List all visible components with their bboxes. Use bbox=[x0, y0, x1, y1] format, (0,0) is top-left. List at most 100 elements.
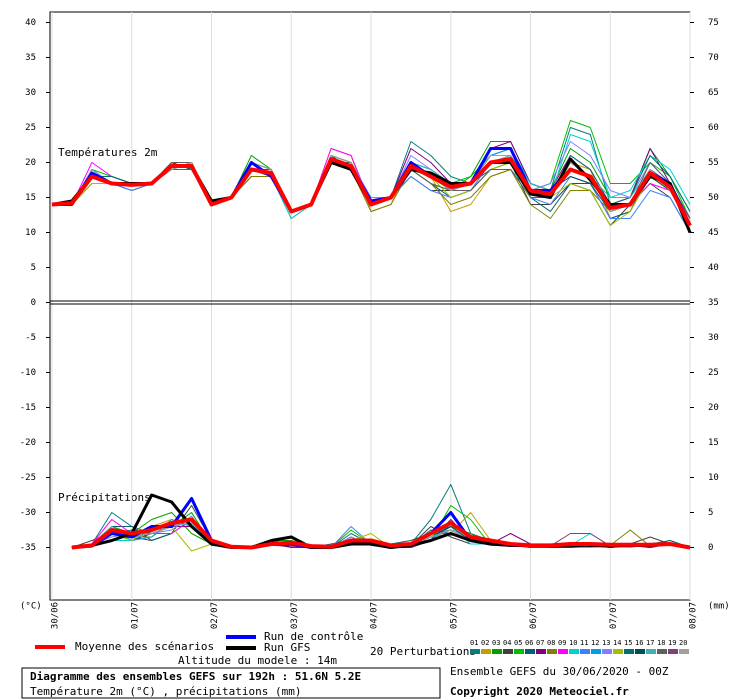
x-tick-label: 08/07 bbox=[689, 602, 699, 629]
y2-tick-label: 15 bbox=[708, 438, 719, 448]
perturbation-swatch bbox=[602, 649, 612, 654]
subtitle: Température 2m (°C) , précipitations (mm… bbox=[30, 685, 302, 698]
perturbation-number: 20 bbox=[679, 639, 687, 647]
x-tick-label: 05/07 bbox=[449, 602, 459, 629]
y-unit: (°C) bbox=[20, 602, 42, 612]
y-tick-label: 25 bbox=[25, 123, 36, 133]
precip-label: Précipitations bbox=[58, 491, 151, 504]
plot-frame bbox=[49, 11, 691, 601]
altitude: Altitude du modele : 14m bbox=[178, 654, 337, 667]
perturbation-number: 15 bbox=[624, 639, 632, 647]
y-tick-label: 10 bbox=[25, 228, 36, 238]
y-tick-label: -10 bbox=[20, 368, 36, 378]
perturbation-swatch bbox=[547, 649, 557, 654]
perturbation-swatch bbox=[569, 649, 579, 654]
series-precip-line bbox=[71, 517, 691, 550]
perturbation-number: 14 bbox=[613, 639, 621, 647]
perturbation-number: 06 bbox=[525, 639, 533, 647]
perturbation-number: 16 bbox=[635, 639, 643, 647]
perturbation-number: 12 bbox=[591, 639, 599, 647]
perturbation-number: 09 bbox=[558, 639, 566, 647]
perturbation-number: 03 bbox=[492, 639, 500, 647]
x-tick-label: 06/07 bbox=[529, 602, 539, 629]
y-tick-label: -20 bbox=[20, 438, 36, 448]
y-tick-label: -25 bbox=[20, 473, 36, 483]
perturbation-swatch bbox=[624, 649, 634, 654]
x-tick-label: 04/07 bbox=[370, 602, 380, 629]
perturbation-number: 18 bbox=[657, 639, 665, 647]
perturbation-number: 02 bbox=[481, 639, 489, 647]
perturbation-swatch bbox=[635, 649, 645, 654]
perturbation-swatch bbox=[668, 649, 678, 654]
legend-label: Run GFS bbox=[264, 641, 310, 654]
perturbation-number: 04 bbox=[503, 639, 511, 647]
perturbation-swatch bbox=[657, 649, 667, 654]
perturbation-swatch bbox=[591, 649, 601, 654]
legend-label: Run de contrôle bbox=[264, 630, 363, 643]
x-tick-label: 03/07 bbox=[290, 602, 300, 629]
y-tick-label: -15 bbox=[20, 403, 36, 413]
y2-tick-label: 20 bbox=[708, 403, 719, 413]
perturbation-swatch bbox=[514, 649, 524, 654]
series-line bbox=[51, 157, 692, 227]
y2-tick-label: 45 bbox=[708, 228, 719, 238]
perturbation-swatch bbox=[481, 649, 491, 654]
perturbation-swatch bbox=[503, 649, 513, 654]
y2-tick-label: 35 bbox=[708, 298, 719, 308]
x-tick-label: 02/07 bbox=[210, 602, 220, 629]
perturbation-number: 01 bbox=[470, 639, 478, 647]
y-tick-label: 35 bbox=[25, 53, 36, 63]
y-tick-label: 20 bbox=[25, 158, 36, 168]
perturbation-number: 08 bbox=[547, 639, 555, 647]
perturbation-swatch bbox=[536, 649, 546, 654]
perturbation-number: 19 bbox=[668, 639, 676, 647]
perturbation-number: 07 bbox=[536, 639, 544, 647]
x-tick-label: 01/07 bbox=[130, 602, 140, 629]
title: Diagramme des ensembles GEFS sur 192h : … bbox=[30, 670, 361, 683]
perturbation-swatch bbox=[470, 649, 480, 654]
y2-tick-label: 10 bbox=[708, 473, 719, 483]
temperature-label: Températures 2m bbox=[58, 146, 158, 159]
y2-tick-label: 75 bbox=[708, 18, 719, 28]
y2-tick-label: 50 bbox=[708, 193, 719, 203]
perturbation-number: 05 bbox=[514, 639, 522, 647]
perturbation-swatch bbox=[558, 649, 568, 654]
run: Ensemble GEFS du 30/06/2020 - 00Z bbox=[450, 665, 669, 678]
copyright: Copyright 2020 Meteociel.fr bbox=[450, 685, 629, 698]
y2-tick-label: 70 bbox=[708, 53, 719, 63]
y-tick-label: 5 bbox=[31, 263, 36, 273]
y-tick-label: 40 bbox=[25, 18, 36, 28]
perturbation-number: 11 bbox=[580, 639, 588, 647]
y2-tick-label: 40 bbox=[708, 263, 719, 273]
y-tick-label: -35 bbox=[20, 543, 36, 553]
perturbation-swatch bbox=[525, 649, 535, 654]
perturbation-swatch bbox=[679, 649, 689, 654]
y2-tick-label: 5 bbox=[708, 508, 713, 518]
title-box bbox=[21, 667, 441, 699]
y-tick-label: 0 bbox=[31, 298, 36, 308]
perturbation-swatch bbox=[580, 649, 590, 654]
y2-tick-label: 0 bbox=[708, 543, 713, 553]
perturbation-swatch bbox=[492, 649, 502, 654]
y2-tick-label: 60 bbox=[708, 123, 719, 133]
perturbation-number: 13 bbox=[602, 639, 610, 647]
y2-tick-label: 25 bbox=[708, 368, 719, 378]
legend-label: Moyenne des scénarios bbox=[75, 640, 214, 653]
y2-tick-label: 55 bbox=[708, 158, 719, 168]
perturbations-title: 20 Perturbations bbox=[370, 645, 476, 658]
x-tick-label: 30/06 bbox=[51, 602, 61, 629]
perturbation-number: 10 bbox=[569, 639, 577, 647]
y-tick-label: -5 bbox=[25, 333, 36, 343]
y2-tick-label: 65 bbox=[708, 88, 719, 98]
perturbation-number: 17 bbox=[646, 639, 654, 647]
y-tick-label: -30 bbox=[20, 508, 36, 518]
y2-unit: (mm) bbox=[708, 602, 730, 612]
x-tick-label: 07/07 bbox=[609, 602, 619, 629]
y2-tick-label: 30 bbox=[708, 333, 719, 343]
y-tick-label: 15 bbox=[25, 193, 36, 203]
perturbation-swatch bbox=[646, 649, 656, 654]
y-tick-label: 30 bbox=[25, 88, 36, 98]
perturbation-swatch bbox=[613, 649, 623, 654]
